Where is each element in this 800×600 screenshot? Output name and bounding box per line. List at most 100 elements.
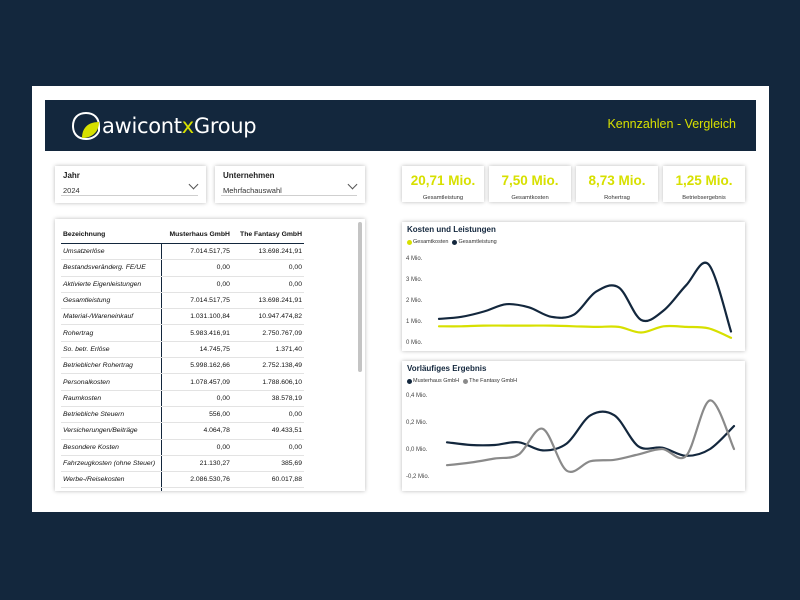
table-row[interactable]: Betrieblicher Rohertrag 5.998.162,66 2.752… bbox=[61, 357, 304, 375]
kpi-label: Gesamtleistung bbox=[422, 195, 464, 201]
cell-value: 1.031.100,84 bbox=[161, 308, 232, 326]
y-tick-label: 0,0 Mio. bbox=[406, 447, 428, 453]
kpi-value: 8,73 Mio. bbox=[588, 173, 646, 188]
legend-dot-icon bbox=[463, 378, 469, 384]
table-row[interactable]: Material-/Wareneinkauf 1.031.100,84 10.947… bbox=[61, 308, 304, 326]
cell-value: 5.983.416,91 bbox=[161, 324, 232, 342]
kpi-value: 20,71 Mio. bbox=[410, 173, 476, 188]
chart-vorlaeufiges-ergebnis: Vorläufiges Ergebnis Musterhaus GmbH The… bbox=[402, 361, 745, 491]
cell-value: 14.032,32 bbox=[231, 487, 304, 491]
legend-dot-icon bbox=[407, 378, 412, 384]
row-label: Betrieblicher Rohertrag bbox=[61, 357, 162, 375]
cell-value: 13.698.241,91 bbox=[231, 292, 304, 310]
table-row[interactable]: Fahrzeugkosten (ohne Steuer) 21.130,27 385… bbox=[61, 455, 304, 473]
kpi-label: Rohertrag bbox=[604, 195, 630, 201]
row-label: Fahrzeugkosten (ohne Steuer) bbox=[61, 455, 162, 473]
table-row[interactable]: Aktivierte Eigenleistungen 0,00 0,00 bbox=[61, 276, 304, 293]
table-row[interactable]: Raumkosten 0,00 38.578,19 bbox=[61, 390, 304, 407]
chevron-down-icon[interactable] bbox=[188, 179, 199, 190]
cell-value: 21.130,27 bbox=[161, 455, 232, 473]
series-line-1[interactable] bbox=[445, 399, 736, 473]
cell-value: 0,00 bbox=[231, 259, 304, 277]
column-header[interactable]: Musterhaus GmbH bbox=[161, 226, 232, 244]
table-row[interactable]: Besondere Kosten 0,00 0,00 bbox=[61, 439, 304, 456]
leaf-logo-icon bbox=[72, 112, 100, 140]
table-row[interactable]: Versicherungen/Beiträge 4.064,78 49.433,51 bbox=[61, 422, 304, 440]
row-label: Raumkosten bbox=[61, 390, 162, 407]
cell-value: 49.433,51 bbox=[231, 422, 304, 440]
cell-value: 0,00 bbox=[161, 276, 232, 293]
cell-value: 2.752.138,49 bbox=[231, 357, 304, 375]
row-label: So. betr. Erlöse bbox=[61, 341, 162, 359]
chart-plot-area: 0,4 Mio. 0,2 Mio. 0,0 Mio. -0,2 Mio. bbox=[406, 393, 736, 480]
y-tick-label: 0,2 Mio. bbox=[406, 420, 428, 426]
series-line-0[interactable] bbox=[437, 324, 733, 339]
kpi-value: 7,50 Mio. bbox=[501, 173, 559, 188]
table-row[interactable]: Gesamtleistung 7.014.517,75 13.698.241,91 bbox=[61, 292, 304, 310]
legend-dot-icon bbox=[407, 239, 412, 245]
cell-value: 2.750.767,09 bbox=[231, 324, 304, 342]
table-row[interactable]: Personalkosten 1.078.457,09 1.788.606,10 bbox=[61, 373, 304, 391]
cell-value: 10.947.474,82 bbox=[231, 308, 304, 326]
row-label: Gesamtleistung bbox=[61, 292, 162, 310]
legend-item[interactable]: Gesamtleistung bbox=[452, 239, 497, 245]
financial-table-card: Bezeichnung Musterhaus GmbH The Fantasy … bbox=[55, 219, 365, 491]
table-row[interactable]: So. betr. Erlöse 14.745,75 1.371,40 bbox=[61, 341, 304, 359]
cell-value: 2.086.530,76 bbox=[161, 471, 232, 489]
series-line-1[interactable] bbox=[437, 261, 733, 333]
cell-value: 7.014.517,75 bbox=[161, 292, 232, 310]
row-label: Werbe-/Reisekosten bbox=[61, 471, 162, 489]
chart-plot-area: 4 Mio. 3 Mio. 2 Mio. 1 Mio. 0 Mio. bbox=[406, 256, 733, 346]
legend-item[interactable]: The Fantasy GmbH bbox=[463, 378, 517, 384]
kpi-label: Betriebsergebnis bbox=[682, 195, 726, 201]
row-label: Rohertrag bbox=[61, 324, 162, 342]
kpi-label: Gesamtkosten bbox=[511, 195, 549, 201]
cell-value: 0,00 bbox=[231, 406, 304, 424]
row-label: Bestandsveränderg. FE/UE bbox=[61, 259, 162, 277]
chart-legend: Gesamtkosten Gesamtleistung bbox=[407, 239, 497, 245]
chart-kosten-leistungen: Kosten und Leistungen Gesamtkosten Gesam… bbox=[402, 222, 745, 351]
column-header[interactable]: Bezeichnung bbox=[61, 226, 162, 244]
row-label: Material-/Wareneinkauf bbox=[61, 308, 162, 326]
table-scrollbar[interactable] bbox=[358, 222, 362, 372]
table-row[interactable]: Rohertrag 5.983.416,91 2.750.767,09 bbox=[61, 324, 304, 342]
cell-value: 7.014.517,75 bbox=[161, 243, 232, 261]
row-label: Kosten Warenabgabe bbox=[61, 487, 162, 491]
company-slicer-value[interactable]: Mehrfachauswahl bbox=[223, 186, 282, 195]
chevron-down-icon[interactable] bbox=[347, 179, 358, 190]
cell-value: 385,69 bbox=[231, 455, 304, 473]
cell-value: 0,00 bbox=[161, 439, 232, 456]
table-row[interactable]: Werbe-/Reisekosten 2.086.530,76 60.017,88 bbox=[61, 471, 304, 489]
cell-value: 4.064,78 bbox=[161, 422, 232, 440]
report-canvas: awicontxGroup Kennzahlen - Vergleich Jah… bbox=[32, 86, 769, 512]
cell-value: 556,00 bbox=[161, 406, 232, 424]
kpi-card-betriebsergebnis: 1,25 Mio. Betriebsergebnis bbox=[663, 166, 745, 202]
kpi-card-rohertrag: 8,73 Mio. Rohertrag bbox=[576, 166, 658, 202]
legend-item[interactable]: Musterhaus GmbH bbox=[407, 378, 459, 384]
table-row[interactable]: Bestandsveränderg. FE/UE 0,00 0,00 bbox=[61, 259, 304, 277]
cell-value: 0,00 bbox=[161, 487, 232, 491]
cell-value: 5.998.162,66 bbox=[161, 357, 232, 375]
table-row[interactable]: Umsatzerlöse 7.014.517,75 13.698.241,91 bbox=[61, 243, 304, 261]
chart-title: Vorläufiges Ergebnis bbox=[407, 364, 487, 373]
table-row[interactable]: Betriebliche Steuern 556,00 0,00 bbox=[61, 406, 304, 424]
legend-item[interactable]: Gesamtkosten bbox=[407, 239, 448, 245]
company-slicer[interactable]: Unternehmen Mehrfachauswahl bbox=[215, 166, 365, 203]
cell-value: 0,00 bbox=[231, 439, 304, 456]
year-slicer-value[interactable]: 2024 bbox=[63, 186, 80, 195]
company-logo: awicontxGroup bbox=[72, 111, 257, 141]
cell-value: 1.078.457,09 bbox=[161, 373, 232, 391]
year-slicer[interactable]: Jahr 2024 bbox=[55, 166, 206, 203]
y-tick-label: 3 Mio. bbox=[406, 277, 423, 283]
row-label: Versicherungen/Beiträge bbox=[61, 422, 162, 440]
row-label: Betriebliche Steuern bbox=[61, 406, 162, 424]
cell-value: 1.371,40 bbox=[231, 341, 304, 359]
kpi-card-gesamtleistung: 20,71 Mio. Gesamtleistung bbox=[402, 166, 484, 202]
y-tick-label: -0,2 Mio. bbox=[406, 474, 430, 480]
report-header: awicontxGroup Kennzahlen - Vergleich bbox=[45, 100, 756, 151]
chart-legend: Musterhaus GmbH The Fantasy GmbH bbox=[407, 378, 517, 384]
cell-value: 38.578,19 bbox=[231, 390, 304, 407]
table-row[interactable]: Kosten Warenabgabe0,0014.032,32 bbox=[61, 487, 304, 491]
column-header[interactable]: The Fantasy GmbH bbox=[231, 226, 304, 244]
cell-value: 0,00 bbox=[161, 259, 232, 277]
